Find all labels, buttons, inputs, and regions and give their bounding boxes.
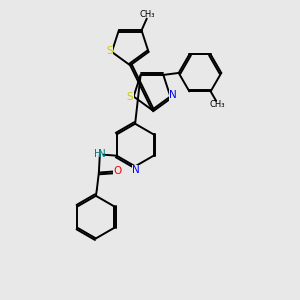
Text: H: H xyxy=(94,149,102,159)
Text: N: N xyxy=(132,165,140,175)
Text: N: N xyxy=(98,149,106,159)
Text: N: N xyxy=(169,90,177,100)
Text: CH₃: CH₃ xyxy=(139,10,154,19)
Text: O: O xyxy=(113,166,121,176)
Text: CH₃: CH₃ xyxy=(209,100,225,109)
Text: S: S xyxy=(127,92,134,101)
Text: S: S xyxy=(106,46,112,56)
